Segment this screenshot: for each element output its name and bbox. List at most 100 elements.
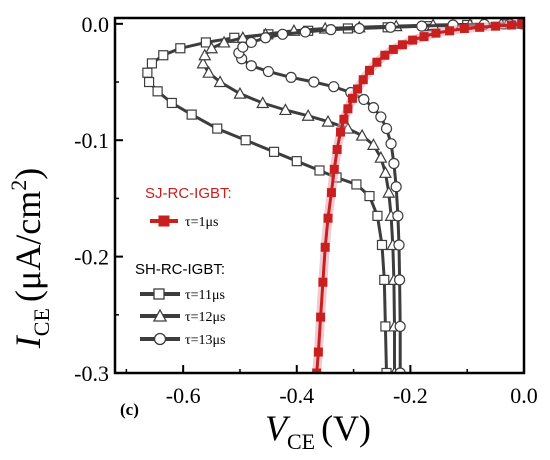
data-point xyxy=(278,103,292,116)
data-point xyxy=(378,166,392,178)
data-point xyxy=(375,111,387,123)
data-point xyxy=(372,57,382,67)
legend-swatch-marker xyxy=(152,308,168,322)
data-point xyxy=(397,40,407,50)
data-point xyxy=(393,239,405,251)
data-point xyxy=(262,65,274,78)
data-point xyxy=(212,123,223,134)
data-point xyxy=(388,157,400,170)
data-point xyxy=(143,76,155,88)
data-point xyxy=(382,185,396,198)
legend-swatch-marker xyxy=(158,215,170,227)
data-point xyxy=(299,26,311,38)
data-point xyxy=(316,312,326,322)
data-point xyxy=(313,347,323,357)
data-point xyxy=(379,274,390,285)
data-point xyxy=(353,84,363,94)
data-point xyxy=(259,32,272,44)
legend-item-sh-tau13: τ=13μs xyxy=(140,332,225,348)
data-point xyxy=(408,35,418,45)
data-point xyxy=(323,213,333,223)
x-tick-label: 0.0 xyxy=(510,383,538,408)
data-point xyxy=(308,76,320,88)
data-point xyxy=(366,138,380,150)
data-point xyxy=(459,23,469,33)
legend-label: τ=13μs xyxy=(185,333,225,348)
data-point xyxy=(175,43,186,54)
data-point xyxy=(196,56,210,69)
legend-group-sh-title: SH-RC-IGBT: xyxy=(135,261,225,278)
data-point xyxy=(507,20,517,30)
data-point xyxy=(152,86,163,97)
legend: SJ-RC-IGBT: τ=1μs SH-RC-IGBT: τ=11μs τ=1… xyxy=(135,185,232,348)
data-point xyxy=(198,48,212,61)
data-point xyxy=(213,75,227,88)
data-point xyxy=(291,156,302,167)
data-point xyxy=(301,109,315,121)
y-tick-label: 0.0 xyxy=(82,12,110,37)
y-axis-label: ICE(μA/cm2) xyxy=(6,168,54,349)
data-point xyxy=(245,36,257,49)
data-point xyxy=(364,65,374,75)
x-tick-label: -0.2 xyxy=(393,383,428,408)
data-point xyxy=(394,320,406,333)
data-point xyxy=(285,71,297,83)
data-point xyxy=(329,164,339,174)
legend-label: τ=11μs xyxy=(185,288,225,303)
panel-label: (c) xyxy=(120,400,139,419)
data-point xyxy=(217,35,231,48)
data-point xyxy=(233,86,247,99)
data-point xyxy=(312,368,322,373)
series-line xyxy=(315,22,522,373)
y-tick-label: -0.1 xyxy=(74,128,109,153)
legend-group-sj-title: SJ-RC-IGBT: xyxy=(145,185,232,202)
data-point xyxy=(347,93,357,103)
data-point xyxy=(256,96,270,109)
data-point xyxy=(343,104,353,114)
data-point xyxy=(146,58,158,69)
data-point xyxy=(364,190,375,202)
data-point xyxy=(320,242,330,252)
data-point xyxy=(158,50,169,61)
data-point xyxy=(351,179,362,190)
x-tick-label: -0.6 xyxy=(166,383,201,408)
data-point xyxy=(200,37,211,48)
data-point xyxy=(381,367,392,373)
data-point xyxy=(245,60,257,72)
data-point xyxy=(237,41,249,53)
data-point xyxy=(390,181,402,193)
data-point xyxy=(491,21,501,31)
data-point xyxy=(353,22,365,35)
data-point xyxy=(355,128,369,141)
data-point xyxy=(388,44,398,54)
data-point xyxy=(339,114,349,124)
data-point xyxy=(321,114,335,127)
series-τ=13μs xyxy=(233,18,524,373)
data-point xyxy=(374,150,388,163)
data-point xyxy=(328,81,340,93)
data-point xyxy=(326,188,336,198)
data-point xyxy=(318,277,328,287)
series-line xyxy=(237,22,522,373)
data-point xyxy=(419,32,429,42)
x-axis-label: VCE (V) xyxy=(265,408,371,454)
data-point xyxy=(385,138,397,150)
legend-item-sj-tau1: τ=1μs xyxy=(150,215,218,230)
data-point xyxy=(142,67,153,78)
data-point xyxy=(325,24,337,36)
data-point xyxy=(475,22,485,32)
data-point xyxy=(431,28,441,38)
series-τ=12μs xyxy=(196,18,524,373)
series-τ=1μs xyxy=(312,19,524,373)
legend-label: τ=1μs xyxy=(185,215,218,230)
data-point xyxy=(380,50,390,60)
data-point xyxy=(367,102,380,114)
data-point xyxy=(205,41,219,54)
plot-frame xyxy=(113,16,526,375)
legend-swatch-marker xyxy=(153,332,167,346)
y-tick-label: -0.2 xyxy=(74,245,109,270)
data-point xyxy=(268,146,280,157)
y-tick-label: -0.3 xyxy=(74,361,109,386)
data-point xyxy=(202,65,216,78)
